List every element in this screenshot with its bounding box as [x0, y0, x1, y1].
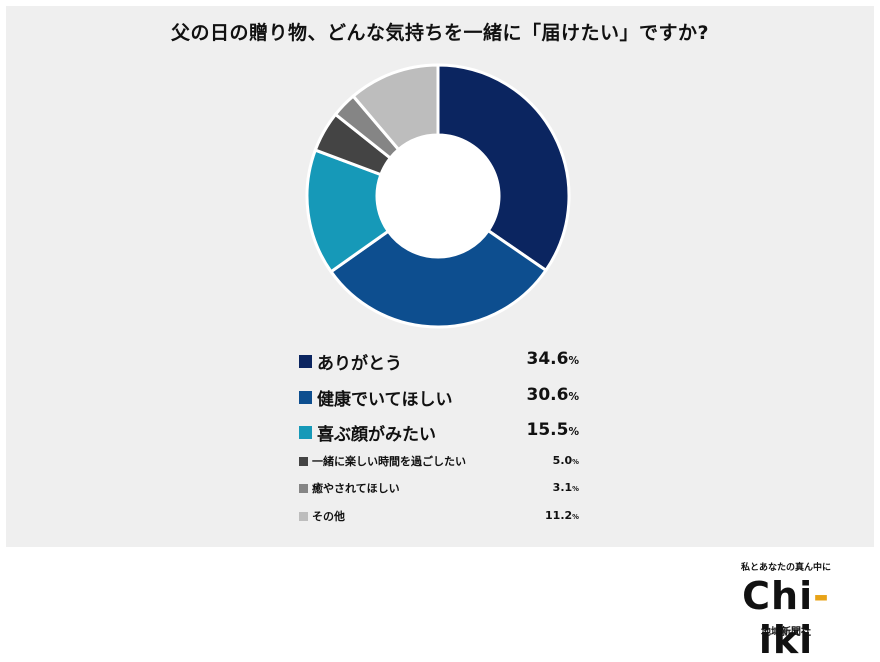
legend-label: 一緒に楽しい時間を過ごしたい	[312, 455, 466, 468]
legend-label: その他	[312, 510, 345, 523]
logo-word-start: Chi	[742, 574, 814, 618]
legend-value: 3.1%	[552, 481, 579, 494]
legend-value: 11.2%	[545, 509, 579, 522]
legend-swatch	[299, 457, 308, 466]
legend-swatch	[299, 355, 312, 368]
legend-value-unit: %	[568, 426, 579, 438]
logo-word-accent: -	[813, 574, 830, 618]
legend-value-unit: %	[572, 485, 579, 493]
legend-swatch	[299, 484, 308, 493]
legend-value: 5.0%	[552, 454, 579, 467]
logo-tagline: 私とあなたの真ん中に	[740, 563, 831, 573]
legend-value-unit: %	[572, 513, 579, 521]
legend-label: 癒やされてほしい	[312, 482, 400, 495]
legend-value-unit: %	[568, 391, 579, 403]
legend-value-unit: %	[572, 458, 579, 466]
legend-swatch	[299, 391, 312, 404]
donut-hole	[377, 135, 499, 257]
legend-value: 15.5%	[526, 420, 579, 440]
legend-swatch	[299, 426, 312, 439]
donut-chart	[305, 63, 571, 329]
logo-wordmark: Chi-iki	[722, 574, 850, 662]
legend-label: 健康でいてほしい	[317, 390, 453, 410]
legend-label: ありがとう	[317, 354, 402, 374]
legend-swatch	[299, 512, 308, 521]
legend-label: 喜ぶ顔がみたい	[317, 425, 436, 445]
legend-value: 34.6%	[526, 349, 579, 369]
logo-company-name: 地域新聞社	[761, 627, 811, 638]
chiiki-logo: 私とあなたの真ん中に Chi-iki 地域新聞社	[722, 560, 850, 662]
chart-title: 父の日の贈り物、どんな気持ちを一緒に「届けたい」ですか?	[170, 22, 710, 44]
legend-value-unit: %	[568, 355, 579, 367]
legend-value: 30.6%	[526, 385, 579, 405]
